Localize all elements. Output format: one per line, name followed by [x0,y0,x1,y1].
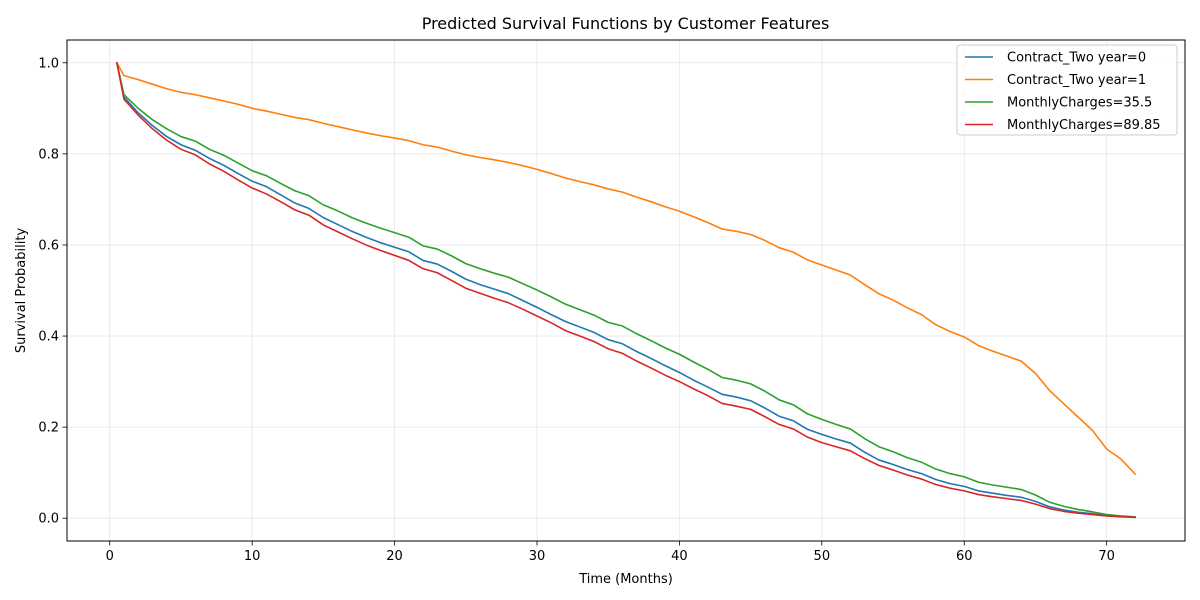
x-tick-label: 50 [814,549,831,564]
legend-box [956,44,1178,136]
x-tick-label: 30 [529,549,546,564]
chart-title: Predicted Survival Functions by Customer… [422,14,830,33]
legend-label: MonthlyCharges=35.5 [1007,96,1152,111]
y-tick-label: 0.8 [38,147,59,162]
x-tick-label: 10 [244,549,261,564]
y-tick-label: 0.0 [38,512,59,527]
y-tick-label: 1.0 [38,56,59,71]
legend-label: MonthlyCharges=89.85 [1007,118,1161,133]
x-tick-label: 60 [956,549,973,564]
y-axis-label: Survival Probability [14,228,29,354]
x-tick-label: 40 [671,549,688,564]
x-axis-label: Time (Months) [578,572,673,587]
x-tick-label: 20 [386,549,403,564]
series-line-2 [115,61,1137,476]
series-lines [115,61,1137,519]
y-tick-label: 0.6 [38,238,59,253]
x-tick-label: 70 [1098,549,1115,564]
legend-label: Contract_Two year=0 [1007,51,1146,66]
series-line-3 [115,61,1136,518]
series-line-1 [115,61,1136,519]
legend: Contract_Two year=0 Contract_Two year=1 Mo… [956,44,1178,136]
y-tick-label: 0.2 [38,421,59,436]
x-tick-label: 0 [106,549,114,564]
y-tick-label: 0.4 [38,330,59,345]
series-line-4 [115,61,1136,519]
legend-label: Contract_Two year=1 [1007,73,1146,88]
plot-frame [66,39,1186,542]
axis-ticks: 0 10 20 30 40 50 60 70 0.0 0.2 0.4 0.6 0.8 1.0 [38,56,1115,564]
